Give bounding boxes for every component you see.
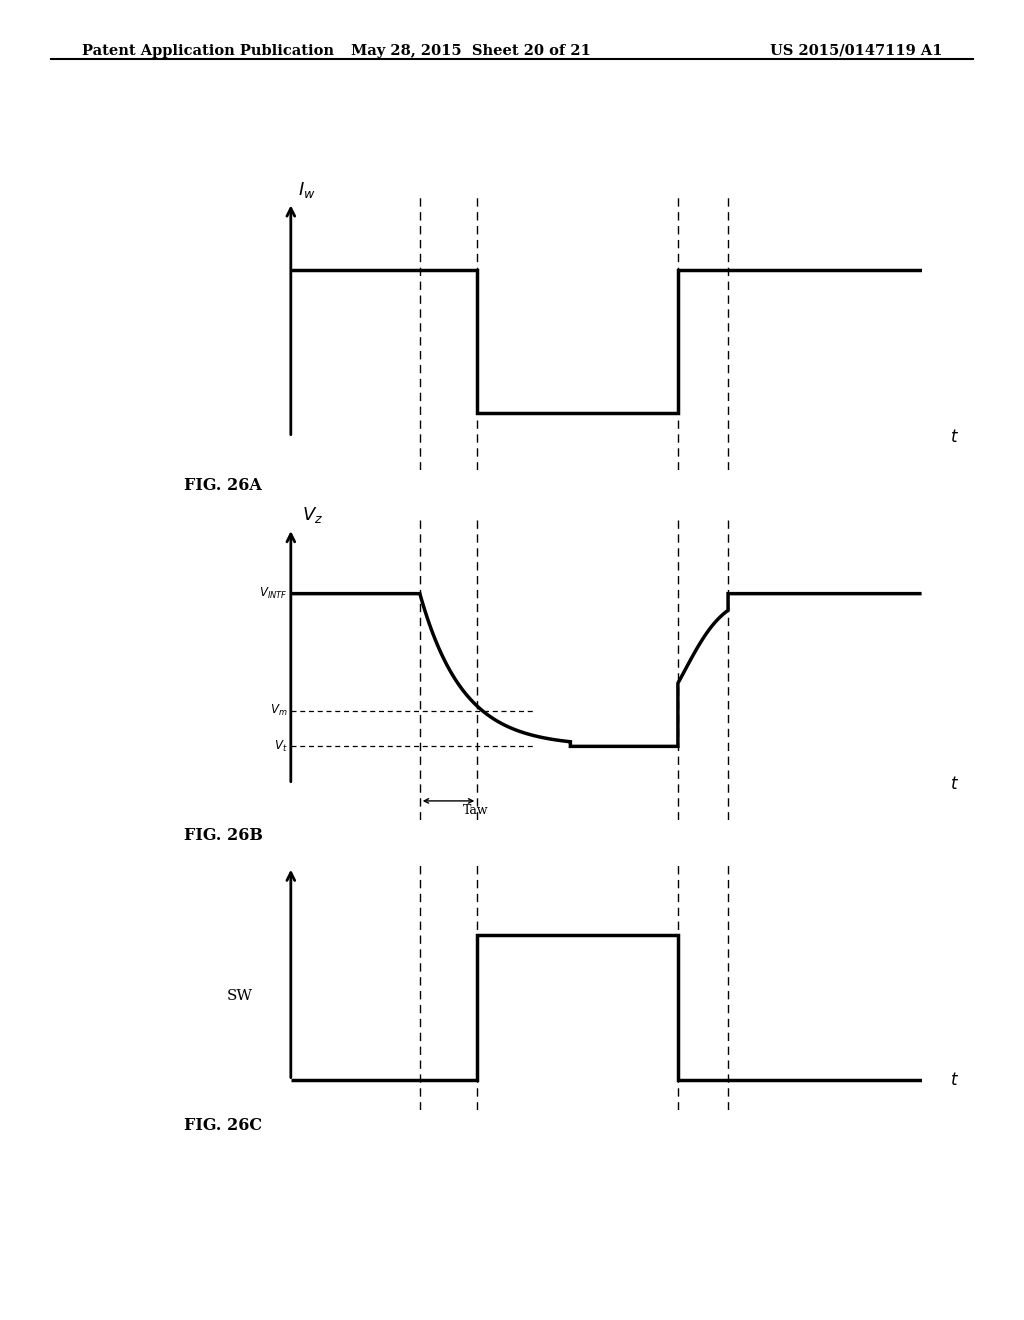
Text: Taw: Taw: [463, 804, 488, 817]
Text: FIG. 26C: FIG. 26C: [184, 1117, 262, 1134]
Text: US 2015/0147119 A1: US 2015/0147119 A1: [770, 44, 942, 58]
Text: FIG. 26B: FIG. 26B: [184, 826, 263, 843]
Text: SW: SW: [226, 990, 252, 1003]
Text: FIG. 26A: FIG. 26A: [184, 477, 262, 494]
Text: $V_{INTF}$: $V_{INTF}$: [259, 586, 287, 601]
Text: $V_m$: $V_m$: [269, 704, 287, 718]
Text: $t$: $t$: [950, 1072, 959, 1089]
Text: $V_z$: $V_z$: [301, 506, 323, 525]
Text: Patent Application Publication: Patent Application Publication: [82, 44, 334, 58]
Text: $t$: $t$: [950, 776, 959, 793]
Text: May 28, 2015  Sheet 20 of 21: May 28, 2015 Sheet 20 of 21: [351, 44, 591, 58]
Text: $t$: $t$: [950, 429, 959, 446]
Text: $I_w$: $I_w$: [298, 180, 315, 201]
Text: $V_t$: $V_t$: [273, 739, 287, 754]
